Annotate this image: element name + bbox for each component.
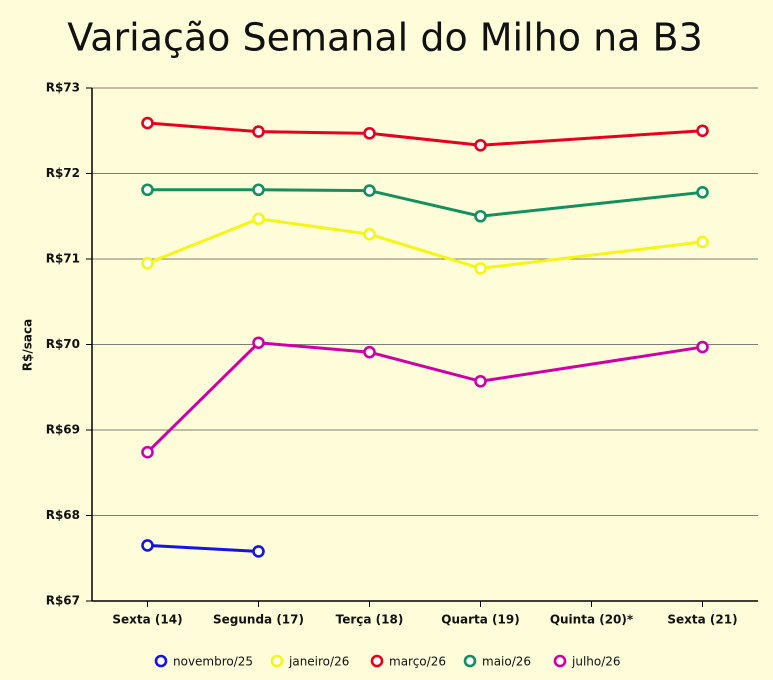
x-tick-label: Quinta (20)* <box>550 613 634 627</box>
point <box>252 212 265 226</box>
series-line <box>146 341 703 454</box>
x-tick-label: Sexta (14) <box>112 613 182 627</box>
series-line <box>147 188 703 218</box>
y-tick-label: R$71 <box>46 252 80 266</box>
point <box>252 336 265 350</box>
legend-marker <box>553 654 567 668</box>
point <box>474 209 487 223</box>
y-tick-label: R$72 <box>46 166 80 180</box>
point <box>252 545 265 558</box>
point <box>141 116 154 130</box>
legend-label: novembro/25 <box>173 655 253 669</box>
point <box>474 138 487 152</box>
point <box>252 183 265 197</box>
x-tick-label: Segunda (17) <box>213 613 304 627</box>
point <box>474 262 487 275</box>
point <box>141 256 154 270</box>
y-tick-label: R$73 <box>46 81 80 95</box>
x-tick-label: Terça (18) <box>336 613 404 627</box>
point <box>141 539 154 552</box>
legend-label: maio/26 <box>482 655 531 669</box>
chart-title: Variação Semanal do Milho na B3 <box>67 16 703 60</box>
legend-marker <box>370 654 384 668</box>
point <box>474 374 487 388</box>
legend-label: março/26 <box>389 655 446 669</box>
legend-label: janeiro/26 <box>288 655 349 669</box>
point <box>363 184 376 197</box>
point <box>696 124 709 138</box>
x-tick-label: Sexta (21) <box>667 613 737 627</box>
y-axis-label: R$/saca <box>21 319 35 371</box>
point <box>141 183 154 197</box>
legend-marker <box>463 654 477 668</box>
point <box>363 345 376 359</box>
series-line <box>147 543 259 553</box>
point <box>363 127 376 140</box>
legend-marker <box>154 654 168 668</box>
series-line <box>146 217 703 270</box>
legend-label: julho/26 <box>571 655 621 669</box>
legend-marker <box>270 654 284 668</box>
point <box>252 125 265 138</box>
series-line <box>147 121 703 147</box>
point <box>141 445 154 459</box>
point <box>696 186 709 199</box>
y-tick-label: R$68 <box>46 508 80 522</box>
y-tick-label: R$67 <box>46 594 80 608</box>
x-tick-label: Quarta (19) <box>441 613 519 627</box>
y-tick-label: R$70 <box>46 337 80 351</box>
point <box>696 340 709 354</box>
point <box>696 235 709 249</box>
point <box>363 227 376 241</box>
y-tick-label: R$69 <box>46 423 80 437</box>
